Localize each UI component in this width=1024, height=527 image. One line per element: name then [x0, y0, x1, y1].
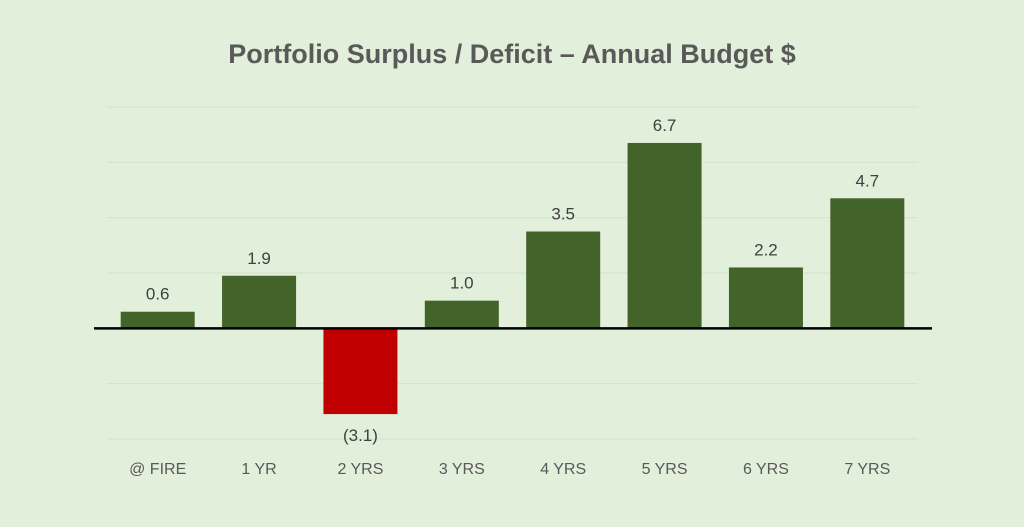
data-label: 1.0 [450, 274, 474, 293]
bar-fire [120, 311, 195, 329]
x-tick-label: 4 YRS [540, 461, 586, 478]
data-labels: 0.6 1.9 (3.1) 1.0 3.5 6.7 2.2 4.7 [146, 116, 879, 445]
bar-7-yrs [830, 198, 905, 329]
gridlines [107, 106, 918, 440]
data-label: 4.7 [855, 171, 879, 190]
x-tick-labels: @ FIRE 1 YR 2 YRS 3 YRS 4 YRS 5 YRS 6 YRS 7 YRS [129, 461, 890, 478]
x-tick-label: @ FIRE [129, 461, 186, 478]
x-tick-label: 6 YRS [743, 461, 789, 478]
data-label: 0.6 [146, 285, 170, 304]
data-label: 1.9 [247, 249, 271, 268]
bar-5-yrs [627, 142, 702, 329]
x-tick-label: 2 YRS [337, 461, 383, 478]
bars [120, 142, 905, 415]
data-label: 2.2 [754, 240, 778, 259]
bar-1-yr [222, 275, 297, 329]
chart-title: Portfolio Surplus / Deficit – Annual Bud… [228, 39, 796, 69]
x-tick-label: 1 YR [241, 461, 276, 478]
x-tick-label: 5 YRS [642, 461, 688, 478]
bar-4-yrs [526, 231, 601, 329]
data-label: 6.7 [653, 116, 677, 135]
bar-6-yrs [728, 267, 803, 329]
x-tick-label: 7 YRS [844, 461, 890, 478]
x-tick-label: 3 YRS [439, 461, 485, 478]
data-label: 3.5 [551, 205, 575, 224]
bar-3-yrs [424, 300, 499, 329]
data-label: (3.1) [343, 426, 378, 445]
bar-2-yrs [323, 328, 398, 415]
